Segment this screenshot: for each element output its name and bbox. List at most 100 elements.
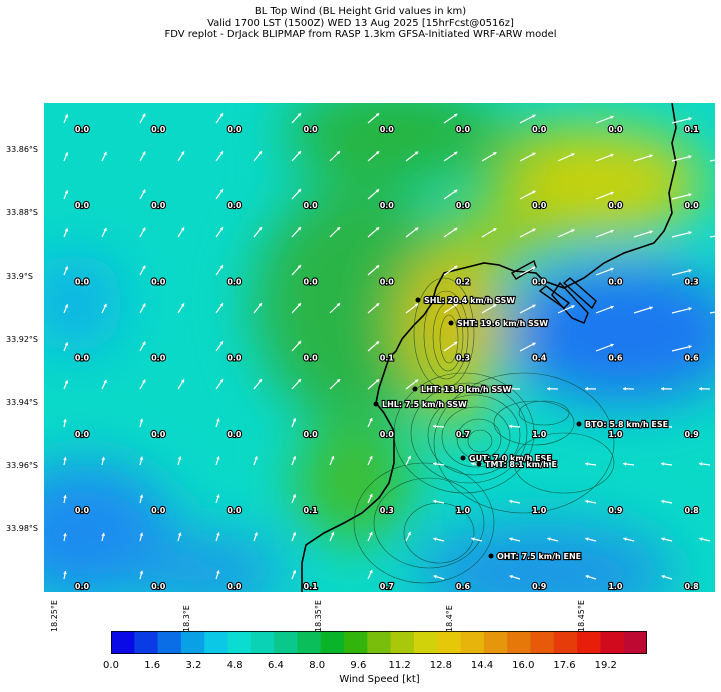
grid-value: 0.0: [227, 430, 242, 439]
station: SHT: 19.6 km/h SSW: [448, 318, 549, 329]
station: LHT: 13.8 km/h SSW: [412, 384, 513, 395]
wind-arrow: [253, 456, 258, 466]
wind-arrow: [63, 114, 69, 124]
colorbar-swatch: [111, 631, 135, 654]
colorbar-swatch: [274, 631, 298, 654]
wind-arrow: [215, 570, 220, 580]
x-axis-label: 18.25°E: [50, 600, 59, 632]
wind-arrows: [63, 112, 715, 580]
grid-value: 0.0: [151, 582, 166, 591]
grid-value: 0.0: [380, 277, 395, 286]
station: SHL: 20.4 km/h SSW: [415, 295, 516, 306]
wind-arrow: [671, 231, 692, 238]
wind-arrow: [63, 418, 67, 428]
wind-arrow: [329, 302, 341, 314]
colorbar: [111, 631, 647, 654]
grid-value: 0.0: [304, 125, 319, 134]
grid-value: 1.0: [456, 506, 471, 515]
grid-value: 0.0: [532, 201, 547, 210]
wind-arrow: [291, 188, 302, 200]
wind-arrow: [215, 188, 224, 200]
colorbar-swatch: [553, 631, 578, 654]
station-label: SHL: 20.4 km/h SSW: [424, 296, 515, 305]
station-label: GUT: 7.0 km/h ESE: [469, 454, 552, 463]
grid-value: 0.0: [532, 125, 547, 134]
grid-value: 0.0: [227, 125, 242, 134]
wind-arrow: [509, 574, 521, 580]
wind-arrow: [481, 227, 497, 238]
x-axis-label: 18.4°E: [445, 605, 454, 632]
wind-arrow: [253, 532, 258, 542]
field-yellow-core: [429, 283, 479, 343]
wind-arrow: [291, 531, 297, 542]
wind-arrow: [509, 499, 521, 504]
wind-arrow: [699, 462, 711, 466]
station-label: BTO: 5.8 km/h ESE: [585, 420, 668, 429]
wind-arrow: [367, 112, 380, 124]
colorbar-tick: 9.6: [350, 660, 367, 671]
wind-arrow: [101, 151, 107, 162]
y-axis-label: 33.86°S: [6, 145, 38, 154]
colorbar-swatch: [460, 631, 485, 654]
station: TMT: 8.1 km/h E: [476, 459, 558, 470]
wind-arrow: [291, 150, 302, 162]
wind-arrow: [595, 115, 614, 124]
grid-value: 0.7: [456, 430, 470, 439]
colorbar-swatch: [390, 631, 415, 654]
colorbar-tick: 3.2: [185, 660, 202, 671]
harbour-dock-2: [551, 281, 589, 324]
wind-arrow: [405, 455, 412, 466]
wind-arrow: [177, 532, 182, 542]
grid-value: 0.0: [227, 277, 242, 286]
colorbar-tick: 1.6: [144, 660, 161, 671]
wind-arrow: [595, 305, 614, 314]
colorbar-swatch: [437, 631, 462, 654]
wind-arrow: [405, 303, 419, 314]
grid-value: 0.0: [151, 201, 166, 210]
wind-arrow: [709, 311, 715, 314]
field-yellow-small: [424, 378, 484, 428]
wind-arrow: [661, 574, 673, 580]
wind-arrow: [63, 190, 69, 200]
wind-arrow: [101, 532, 106, 542]
grid-value: 0.1: [304, 506, 319, 515]
station-label: LHL: 7.5 km/h SSW: [382, 400, 467, 409]
colorbar-swatch: [344, 631, 368, 654]
wind-arrow: [584, 424, 597, 429]
grid-value-labels: 0.0 0.0 0.0 0.0 0.0 0.0 0.0 0.0 0.1 0.0 0.0 0.0 0.0 0…: [74, 124, 700, 592]
wind-arrow: [367, 188, 380, 200]
colorbar-swatch: [623, 631, 647, 654]
field-green-central: [254, 183, 454, 423]
wind-arrow: [671, 307, 692, 314]
wind-arrow: [595, 191, 614, 200]
wind-arrow: [291, 378, 302, 390]
wind-arrow: [367, 150, 380, 162]
title-line-2: Valid 1700 LST (1500Z) WED 13 Aug 2025 […: [207, 18, 514, 29]
wind-arrow: [367, 531, 373, 542]
coastline: [301, 103, 677, 592]
wind-arrow: [139, 151, 146, 162]
field-blue-upper-left: [44, 253, 124, 353]
x-axis-label: 18.35°E: [314, 600, 323, 632]
wind-arrow: [63, 456, 67, 466]
wind-arrow: [557, 305, 575, 314]
wind-arrow: [139, 494, 144, 504]
grid-value: 0.0: [75, 430, 90, 439]
wind-arrow: [481, 151, 497, 162]
grid-value: 0.0: [227, 582, 242, 591]
wind-arrow: [433, 574, 445, 580]
grid-value: 0.0: [608, 201, 623, 210]
colorbar-label: Wind Speed [kt]: [339, 674, 420, 685]
wind-arrow: [215, 494, 220, 504]
wind-arrow: [367, 569, 373, 580]
wind-arrow: [443, 151, 458, 162]
wind-arrow: [291, 417, 297, 428]
wind-arrow: [595, 267, 614, 276]
wind-arrow: [633, 306, 653, 314]
grid-value: 0.3: [685, 277, 699, 286]
grid-value: 0.0: [304, 430, 319, 439]
wind-arrow: [519, 114, 536, 124]
grid-value: 0.0: [227, 201, 242, 210]
wind-arrow: [433, 462, 445, 466]
grid-value: 0.0: [456, 125, 471, 134]
